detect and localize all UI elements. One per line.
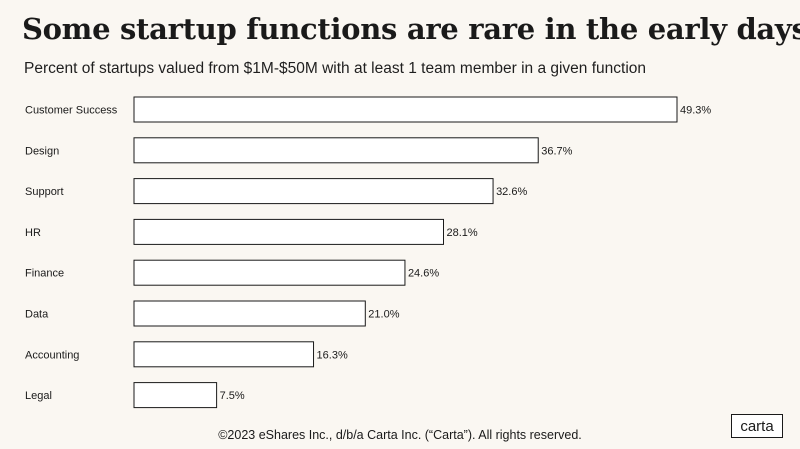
data-label: 21.0% — [368, 309, 399, 321]
category-label: HR — [25, 227, 41, 239]
category-label: Data — [25, 309, 49, 321]
carta-logo: carta — [731, 414, 783, 438]
logo-text: carta — [740, 417, 774, 435]
category-label: Customer Success — [25, 105, 118, 117]
bar — [133, 259, 406, 286]
copyright-notice: ©2023 eShares Inc., d/b/a Carta Inc. (“C… — [218, 428, 582, 442]
data-label: 32.6% — [496, 186, 527, 198]
data-label: 7.5% — [220, 390, 245, 402]
data-label: 28.1% — [446, 227, 477, 239]
bar — [133, 300, 366, 327]
bar — [133, 178, 494, 205]
data-label: 24.6% — [408, 268, 439, 280]
data-label: 36.7% — [541, 145, 572, 157]
bar — [133, 382, 218, 409]
category-label: Support — [25, 186, 64, 198]
category-label: Legal — [25, 390, 52, 402]
category-label: Design — [25, 145, 59, 157]
data-label: 16.3% — [317, 349, 348, 361]
category-label: Accounting — [25, 349, 79, 361]
bar — [133, 218, 444, 245]
chart-title: Some startup functions are rare in the e… — [22, 12, 800, 46]
data-label: 49.3% — [680, 105, 711, 117]
bar — [133, 96, 678, 123]
chart-subtitle: Percent of startups valued from $1M-$50M… — [24, 60, 647, 77]
category-label: Finance — [25, 268, 64, 280]
bar — [133, 137, 539, 164]
bar — [133, 341, 315, 368]
